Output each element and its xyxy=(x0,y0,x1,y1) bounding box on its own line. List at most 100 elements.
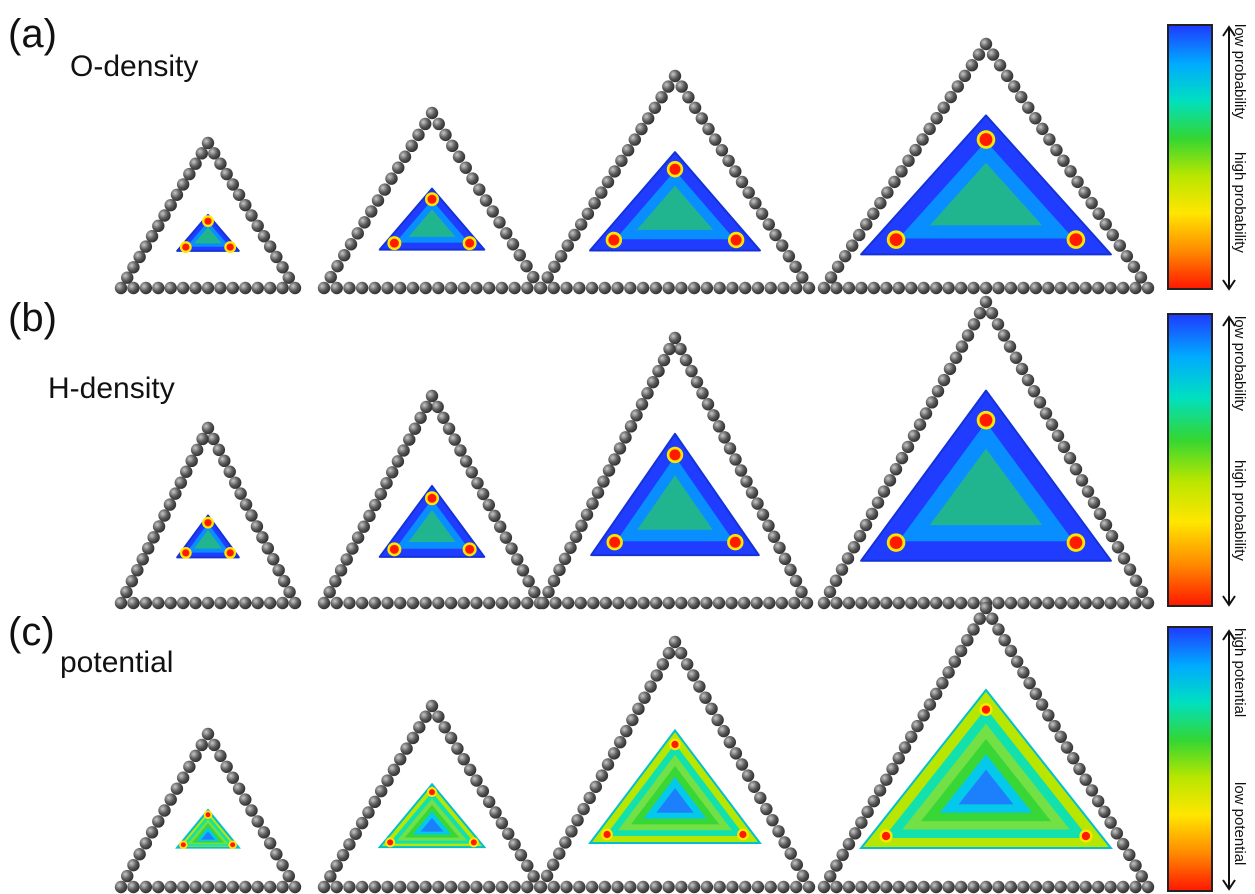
carbon-atom xyxy=(680,658,694,671)
carbon-atom xyxy=(855,281,868,295)
carbon-atom xyxy=(406,880,420,894)
carbon-atom xyxy=(317,596,331,610)
carbon-atom xyxy=(528,585,541,599)
carbon-atom xyxy=(936,676,949,690)
carbon-atom xyxy=(139,596,153,610)
carbon-atom xyxy=(251,281,264,295)
carbon-atom xyxy=(598,880,612,894)
carbon-atom xyxy=(169,487,182,500)
carbon-atom xyxy=(476,487,490,501)
carbon-atom xyxy=(251,596,264,610)
carbon-atom xyxy=(967,318,981,331)
carbon-atom xyxy=(331,259,344,273)
carbon-atom xyxy=(394,880,407,894)
carbon-atom xyxy=(346,542,359,555)
carbon-atom xyxy=(495,816,509,830)
carbon-atom xyxy=(330,859,343,872)
density-hotspot xyxy=(1069,233,1083,247)
carbon-atom xyxy=(1054,281,1067,295)
potential-min xyxy=(1081,831,1091,841)
carbon-atom xyxy=(239,793,252,806)
carbon-atom xyxy=(624,281,637,295)
carbon-atom xyxy=(873,784,887,797)
carbon-atom xyxy=(340,553,353,566)
carbon-atom xyxy=(762,519,775,532)
carbon-atom xyxy=(662,880,675,894)
carbon-atom xyxy=(324,270,337,284)
carbon-atom xyxy=(270,250,283,264)
carbon-atom xyxy=(790,858,804,871)
carbon-atom xyxy=(657,353,671,367)
carbon-atom xyxy=(738,281,752,295)
carbon-atom xyxy=(943,362,957,376)
carbon-atom xyxy=(644,680,657,693)
carbon-atom xyxy=(916,133,929,146)
carbon-atom xyxy=(796,271,809,284)
carbon-atom xyxy=(853,228,866,242)
carbon-atom xyxy=(276,261,289,274)
carbon-atom xyxy=(949,351,963,364)
carbon-atom xyxy=(541,271,554,284)
carbon-atom xyxy=(263,596,277,610)
carbon-atom xyxy=(133,250,146,264)
carbon-atom xyxy=(867,880,881,894)
carbon-atom xyxy=(486,205,499,218)
carbon-atom xyxy=(1104,281,1117,295)
carbon-atom xyxy=(234,487,247,500)
carbon-atom xyxy=(561,239,574,252)
carbon-atom xyxy=(482,281,496,295)
carbon-atom xyxy=(575,218,588,231)
carbon-atom xyxy=(769,228,782,242)
carbon-atom xyxy=(272,563,285,577)
carbon-atom xyxy=(338,248,351,262)
carbon-atom xyxy=(457,880,470,894)
carbon-atom xyxy=(726,880,739,894)
carbon-atom xyxy=(239,880,252,894)
carbon-atom xyxy=(1079,281,1092,295)
carbon-atom xyxy=(1081,485,1095,498)
carbon-atom xyxy=(368,596,382,610)
carbon-atom xyxy=(637,596,650,610)
carbon-atom xyxy=(406,731,420,745)
carbon-atom xyxy=(176,178,190,191)
carbon-atom xyxy=(688,101,702,115)
carbon-atom xyxy=(973,306,987,320)
carbon-atom xyxy=(778,552,792,566)
carbon-atom xyxy=(419,710,432,723)
carbon-atom xyxy=(1054,880,1067,894)
potential-min xyxy=(387,839,394,846)
carbon-atom xyxy=(220,760,233,773)
carbon-atom xyxy=(954,880,968,894)
carbon-atom xyxy=(554,250,568,263)
carbon-atom xyxy=(1029,687,1043,701)
carbon-atom xyxy=(394,596,407,610)
carbon-atom xyxy=(923,122,936,136)
carbon-atom xyxy=(717,724,730,738)
carbon-atom xyxy=(164,596,177,610)
carbon-atom xyxy=(954,644,968,658)
tube-0-2 xyxy=(534,69,816,295)
carbon-atom xyxy=(1111,541,1125,554)
carbon-atom xyxy=(282,869,295,883)
carbon-atom xyxy=(690,375,704,389)
carbon-atom xyxy=(713,880,726,894)
carbon-atom xyxy=(1073,762,1086,776)
carbon-atom xyxy=(420,400,433,414)
carbon-atom xyxy=(220,167,233,181)
carbon-atom xyxy=(626,713,639,727)
carbon-atom xyxy=(1104,816,1117,829)
carbon-atom xyxy=(848,827,862,840)
carbon-atom xyxy=(749,197,762,210)
carbon-atom xyxy=(880,596,893,610)
carbon-atom xyxy=(1000,69,1014,83)
carbon-atom xyxy=(257,826,271,839)
carbon-atom xyxy=(855,816,868,829)
carbon-atom xyxy=(711,713,724,727)
panel-c-title: potential xyxy=(60,646,174,679)
carbon-atom xyxy=(965,59,979,72)
carbon-atom xyxy=(630,409,643,422)
carbon-atom xyxy=(201,136,215,150)
carbon-atom xyxy=(701,398,715,411)
carbon-atom xyxy=(494,520,507,533)
carbon-atom xyxy=(784,847,797,860)
